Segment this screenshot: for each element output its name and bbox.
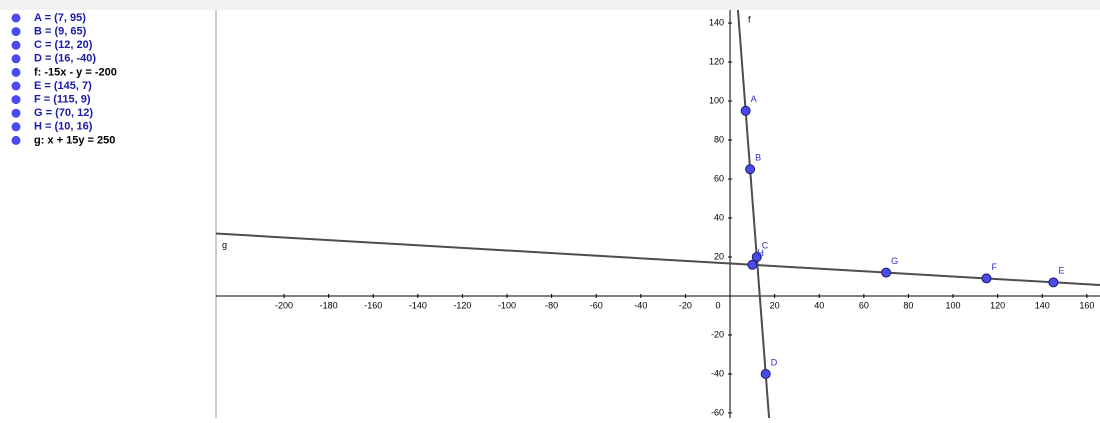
algebra-entry[interactable]: f: -15x - y = -200: [34, 66, 117, 78]
y-tick-label: 80: [714, 134, 724, 144]
point-label: H: [757, 248, 764, 258]
x-tick-label: 100: [946, 300, 961, 310]
algebra-dot[interactable]: [11, 67, 21, 77]
x-tick-label: -100: [498, 300, 516, 310]
algebra-entry[interactable]: G = (70, 12): [34, 107, 93, 119]
algebra-entry[interactable]: E = (145, 7): [34, 80, 92, 92]
algebra-dot[interactable]: [11, 108, 21, 118]
y-tick-label: 40: [714, 212, 724, 222]
x-tick-label: -20: [679, 300, 692, 310]
x-tick-label: 60: [859, 300, 869, 310]
y-tick-label: -20: [711, 329, 724, 339]
point[interactable]: [751, 251, 762, 262]
algebra-dot[interactable]: [11, 40, 21, 50]
x-tick-label: -80: [545, 300, 558, 310]
line-g[interactable]: [216, 232, 1100, 287]
x-tick-label: 140: [1035, 300, 1050, 310]
line-label: f: [748, 14, 751, 24]
algebra-entry[interactable]: H = (10, 16): [34, 121, 93, 133]
y-tick-label: -60: [711, 407, 724, 417]
algebra-dot[interactable]: [11, 122, 21, 132]
point-label: F: [991, 262, 997, 272]
point-label: B: [755, 153, 761, 163]
x-tick-label: 40: [814, 300, 824, 310]
point[interactable]: [760, 368, 771, 379]
algebra-entry[interactable]: g: x + 15y = 250: [34, 134, 115, 146]
point-label: D: [771, 357, 778, 367]
x-tick-label: -180: [320, 300, 338, 310]
x-tick-label: -200: [275, 300, 293, 310]
algebra-view: A = (7, 95) B = (9, 65)C = (12, 20) D = (1…: [11, 12, 117, 146]
point[interactable]: [1048, 277, 1059, 288]
algebra-entry[interactable]: D = (16, -40): [34, 53, 96, 65]
point-label: E: [1058, 266, 1064, 276]
point-label: G: [891, 256, 898, 266]
point[interactable]: [747, 259, 758, 270]
y-tick-label: 140: [709, 17, 724, 27]
algebra-dot[interactable]: [11, 13, 21, 23]
x-tick-label: 80: [903, 300, 913, 310]
x-tick-label: 0: [716, 300, 721, 310]
point[interactable]: [740, 105, 751, 116]
point[interactable]: [981, 273, 992, 284]
point[interactable]: [881, 267, 892, 278]
algebra-dot[interactable]: [11, 54, 21, 64]
x-tick-label: -60: [590, 300, 603, 310]
x-tick-label: -40: [634, 300, 647, 310]
x-tick-label: -140: [409, 300, 427, 310]
line-label: g: [222, 240, 227, 250]
y-tick-label: 100: [709, 95, 724, 105]
point-label: C: [762, 240, 769, 250]
y-tick-label: 60: [714, 173, 724, 183]
algebra-entry[interactable]: B = (9, 65): [34, 26, 87, 38]
y-tick-label: 20: [714, 251, 724, 261]
algebra-entry[interactable]: C = (12, 20): [34, 39, 93, 51]
x-tick-label: -160: [364, 300, 382, 310]
x-tick-label: 160: [1079, 300, 1094, 310]
y-tick-label: 120: [709, 56, 724, 66]
x-tick-label: 120: [990, 300, 1005, 310]
y-tick-label: -40: [711, 368, 724, 378]
x-tick-label: 20: [770, 300, 780, 310]
algebra-dot[interactable]: [11, 27, 21, 37]
algebra-dot[interactable]: [11, 95, 21, 105]
graphics-view[interactable]: -200 -180 -160 -140 -120 -100 -80 -60 -40 -20 0 20 4…: [216, 10, 1100, 418]
x-tick-label: -120: [453, 300, 471, 310]
point-label: A: [751, 94, 757, 104]
algebra-entry[interactable]: A = (7, 95): [34, 12, 86, 24]
point[interactable]: [745, 164, 756, 175]
top-bar: [0, 0, 1100, 10]
algebra-entry[interactable]: F = (115, 9): [34, 94, 91, 106]
algebra-dot[interactable]: [11, 135, 21, 145]
algebra-dot[interactable]: [11, 81, 21, 91]
line-f[interactable]: [736, 10, 771, 418]
